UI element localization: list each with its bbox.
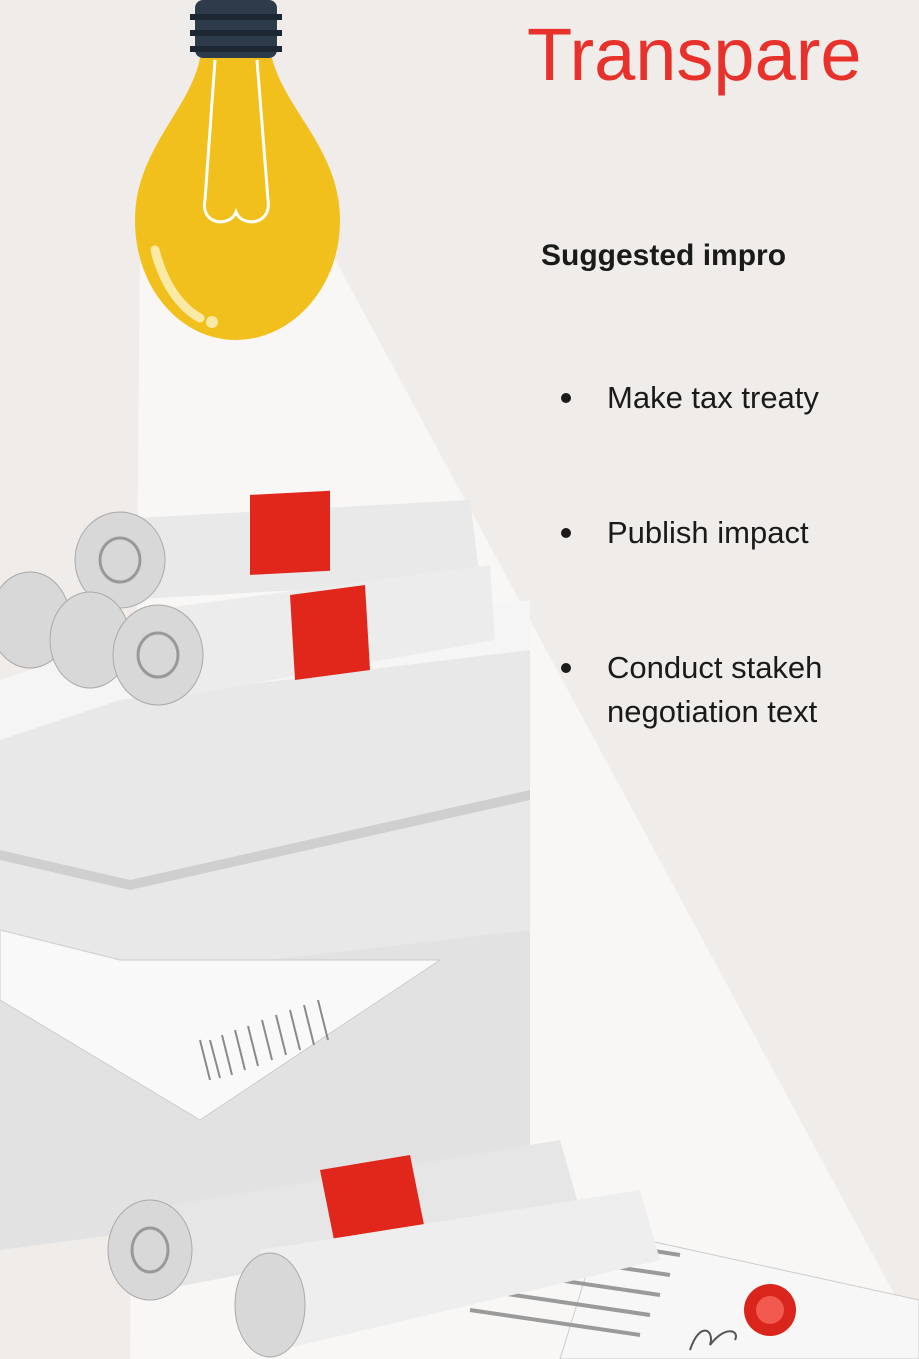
bullet-dot [561,393,571,403]
bullet-dot [561,528,571,538]
bullet-text: Make tax treaty [607,380,819,415]
bullet-text: Publish impact [607,515,809,550]
bullet-dot [561,663,571,673]
page: Transpare Suggested impro Make tax treat… [0,0,919,1359]
bullet-text: negotiation text [607,694,818,729]
slide-title: Transpare [527,13,862,96]
section-heading: Suggested impro [541,239,786,272]
slide: Transpare Suggested impro Make tax treat… [0,0,919,1359]
paper-stack [0,600,530,1250]
bullet-text: Conduct stakeh [607,650,822,685]
